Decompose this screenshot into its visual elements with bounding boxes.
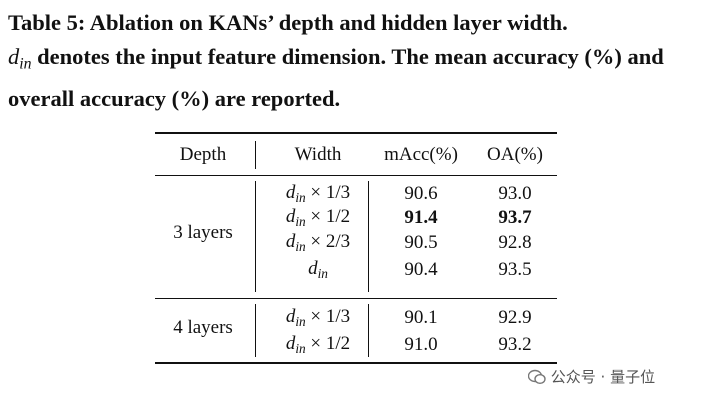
width-cell: din × 1/3: [286, 182, 350, 206]
oa-cell: 93.7: [498, 207, 532, 228]
macc-cell: 90.5: [404, 232, 438, 253]
var-sub: in: [295, 238, 306, 254]
var-base: d: [285, 231, 296, 253]
rule: [155, 298, 557, 299]
wechat-icon: [527, 369, 546, 385]
var-base: d: [285, 182, 296, 204]
rule: [155, 132, 557, 134]
rule: [155, 175, 557, 176]
oa-cell: 93.5: [498, 259, 532, 280]
caption-text: denotes the input feature dimension. The…: [8, 44, 664, 111]
variable: din: [308, 258, 328, 281]
macc-cell: 91.4: [404, 207, 438, 228]
header-cell: mAcc(%): [384, 144, 458, 165]
watermark-text: 公众号 · 量子位: [550, 368, 656, 386]
divider: [255, 181, 256, 292]
var-suffix: × 1/3: [310, 306, 351, 328]
depth-cell: 3 layers: [173, 222, 233, 243]
watermark: 公众号 · 量子位: [527, 366, 656, 387]
macc-cell: 90.6: [404, 183, 438, 204]
header-cell: Width: [294, 144, 342, 165]
divider: [255, 304, 256, 357]
var-suffix: × 1/2: [310, 206, 351, 228]
variable: din: [285, 333, 306, 356]
divider: [368, 181, 369, 292]
caption: Table 5: Ablation on KANs’ depth and hid…: [8, 6, 714, 116]
var-base: d: [285, 206, 296, 228]
header-cell: Depth: [179, 144, 227, 165]
width-cell: din × 1/3: [286, 306, 350, 330]
variable: din: [8, 44, 32, 73]
var-base: d: [285, 306, 296, 328]
depth-cell: 4 layers: [173, 317, 233, 338]
variable: din: [285, 182, 306, 205]
variable: din: [285, 306, 306, 329]
var-sub: in: [295, 340, 306, 356]
var-base: d: [8, 44, 20, 69]
width-cell: din × 1/2: [286, 333, 350, 357]
var-sub: in: [295, 313, 306, 329]
width-cell: din: [308, 258, 328, 282]
oa-cell: 92.9: [498, 307, 532, 328]
macc-cell: 90.4: [404, 259, 438, 280]
var-suffix: × 1/3: [310, 182, 351, 204]
oa-cell: 93.0: [498, 183, 532, 204]
var-sub: in: [317, 265, 328, 281]
header-cell: OA(%): [487, 144, 543, 165]
variable: din: [285, 206, 306, 229]
var-sub: in: [19, 55, 32, 73]
width-cell: din × 2/3: [286, 231, 350, 255]
var-sub: in: [295, 189, 306, 205]
macc-cell: 91.0: [404, 334, 438, 355]
var-suffix: × 2/3: [310, 231, 351, 253]
rule: [155, 362, 557, 364]
var-sub: in: [295, 213, 306, 229]
var-base: d: [308, 258, 318, 280]
oa-cell: 93.2: [498, 334, 532, 355]
var-base: d: [285, 333, 296, 355]
macc-cell: 90.1: [404, 307, 438, 328]
width-cell: din × 1/2: [286, 206, 350, 230]
variable: din: [285, 231, 306, 254]
divider: [255, 141, 256, 169]
oa-cell: 92.8: [498, 232, 532, 253]
caption-label: Table 5:: [8, 10, 86, 35]
caption-text: Ablation on KANs’ depth and hidden layer…: [89, 10, 568, 35]
divider: [368, 304, 369, 357]
var-suffix: × 1/2: [310, 333, 351, 355]
